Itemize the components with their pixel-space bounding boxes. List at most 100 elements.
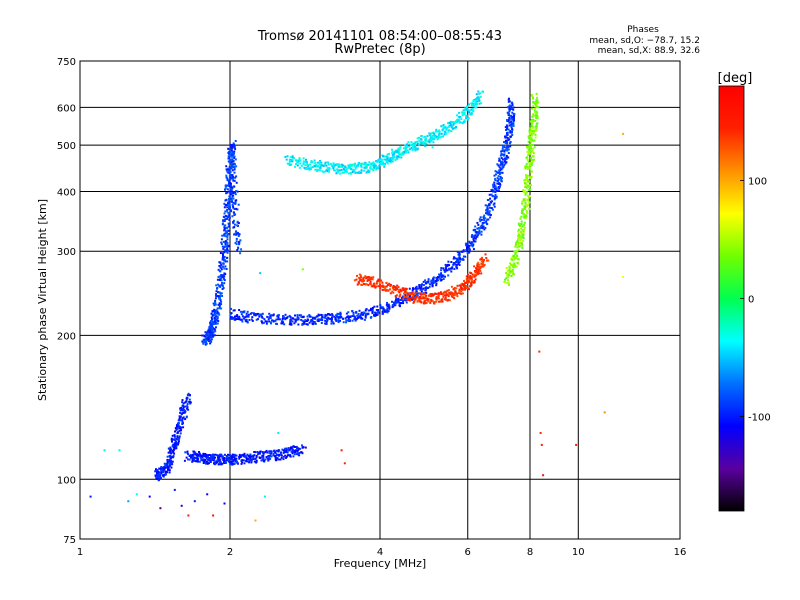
echo-point <box>522 198 525 201</box>
echo-point <box>285 317 288 320</box>
echo-point <box>369 278 372 281</box>
echo-point <box>222 256 224 258</box>
echo-point <box>216 454 218 457</box>
echo-point <box>498 166 501 169</box>
echo-point <box>530 134 533 137</box>
echo-point <box>497 189 500 192</box>
echo-point <box>89 495 92 498</box>
echo-point <box>494 197 497 200</box>
echo-point <box>408 299 410 301</box>
echo-point <box>483 259 485 261</box>
echo-point <box>360 162 363 165</box>
echo-point <box>156 469 159 472</box>
echo-point <box>217 320 220 322</box>
echo-point <box>531 107 534 110</box>
echo-point <box>294 451 296 454</box>
echo-point <box>246 310 249 313</box>
echo-point <box>293 156 296 159</box>
echo-point <box>445 269 448 272</box>
echo-point <box>181 419 184 422</box>
echo-point <box>181 404 184 407</box>
echo-point <box>276 315 279 318</box>
echo-point <box>294 446 296 448</box>
echo-point <box>508 138 511 141</box>
echo-point <box>467 245 469 248</box>
echo-point <box>508 108 511 111</box>
echo-point <box>386 153 389 156</box>
echo-point <box>387 310 390 313</box>
echo-point <box>534 111 537 113</box>
echo-point <box>520 220 523 223</box>
echo-point <box>383 165 386 168</box>
echo-point <box>236 190 239 193</box>
echo-point <box>407 141 410 144</box>
echo-point <box>206 493 209 496</box>
echo-point <box>531 115 534 118</box>
echo-point <box>386 156 389 159</box>
echo-point <box>425 302 428 304</box>
echo-point <box>182 422 184 425</box>
echo-point <box>392 301 395 304</box>
echo-point <box>420 293 423 296</box>
echo-point <box>229 193 232 196</box>
echo-point <box>354 167 357 170</box>
echo-point <box>255 318 258 321</box>
echo-point <box>521 246 524 249</box>
echo-point <box>214 453 217 456</box>
echo-point <box>400 156 403 159</box>
echo-point <box>171 444 174 447</box>
echo-point <box>274 451 277 454</box>
echo-point <box>242 453 244 456</box>
echo-point <box>283 451 286 454</box>
echo-point <box>319 165 322 168</box>
echo-point <box>403 289 406 292</box>
echo-point <box>447 130 450 133</box>
echo-point <box>178 417 181 420</box>
echo-point <box>475 232 478 235</box>
echo-point <box>393 150 396 153</box>
echo-point <box>314 162 317 164</box>
echo-point <box>202 338 205 341</box>
echo-point <box>190 456 192 459</box>
echo-point <box>225 168 228 171</box>
echo-point <box>525 174 527 177</box>
echo-point <box>226 251 229 254</box>
echo-point <box>226 249 229 252</box>
echo-point <box>363 163 366 166</box>
echo-point <box>401 296 403 299</box>
echo-point <box>186 403 189 406</box>
echo-point <box>327 313 330 316</box>
echo-point <box>483 221 486 224</box>
echo-point <box>329 162 332 165</box>
echo-point <box>501 167 504 170</box>
echo-point <box>509 141 512 144</box>
echo-point <box>452 121 455 123</box>
echo-point <box>525 209 528 212</box>
echo-point <box>235 190 238 193</box>
echo-point <box>319 169 322 172</box>
echo-point <box>268 452 271 455</box>
echo-point <box>334 164 337 167</box>
echo-point <box>148 495 151 498</box>
echo-point <box>360 169 363 172</box>
echo-point <box>471 245 474 248</box>
echo-point <box>212 453 215 456</box>
echo-point <box>489 213 492 216</box>
echo-point <box>231 463 234 466</box>
echo-point <box>404 299 407 302</box>
echo-point <box>524 206 527 209</box>
echo-point <box>168 469 171 472</box>
echo-point <box>379 288 382 291</box>
echo-point <box>311 323 314 326</box>
echo-point <box>237 242 240 245</box>
echo-point <box>309 163 312 166</box>
echo-point <box>302 161 305 164</box>
echo-point <box>384 158 387 161</box>
echo-point <box>450 261 453 263</box>
echo-point <box>537 106 540 109</box>
echo-point <box>182 426 185 429</box>
echo-point <box>365 162 368 165</box>
echo-point <box>459 116 462 119</box>
echo-point <box>236 220 239 223</box>
echo-point <box>398 153 401 155</box>
